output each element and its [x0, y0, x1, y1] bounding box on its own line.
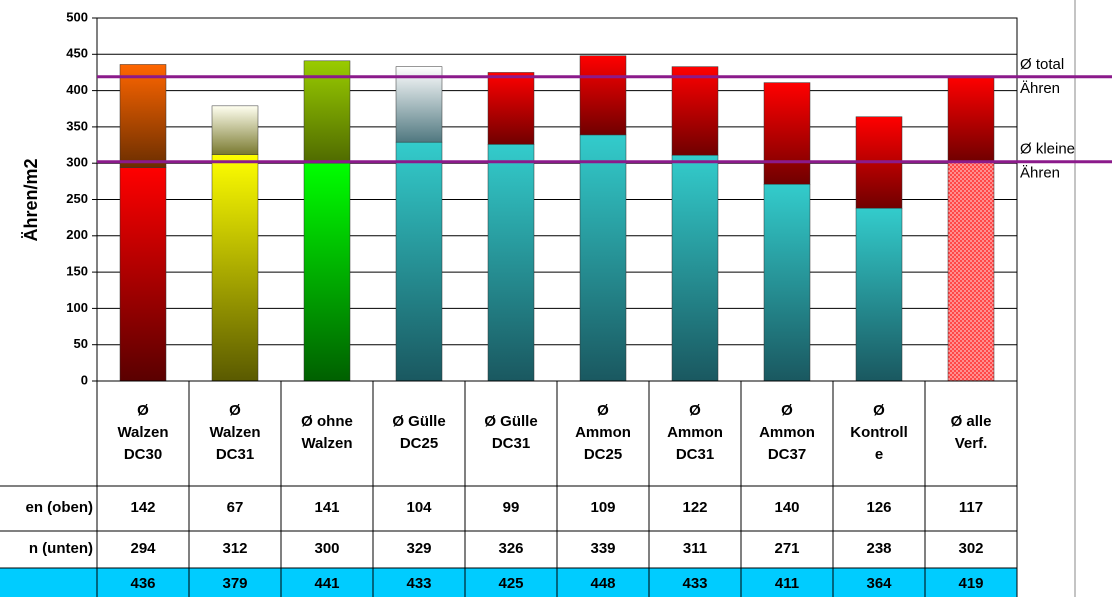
table-value: 312 — [222, 540, 247, 557]
table-value: 104 — [406, 499, 432, 516]
totals-row-background — [0, 568, 1017, 597]
y-tick-label: 350 — [66, 118, 88, 133]
y-tick-label: 100 — [66, 300, 88, 315]
bar-segment — [855, 207, 903, 382]
total-value: 425 — [498, 575, 523, 592]
bar-segment — [579, 55, 627, 136]
total-value: 448 — [590, 575, 615, 592]
bar-segment — [487, 72, 535, 145]
category-label: Ø alle Verf. — [951, 413, 992, 452]
category-label: Ø Gülle DC25 — [392, 413, 445, 452]
bar-segment — [395, 66, 443, 143]
table-value: 141 — [314, 499, 339, 516]
table-value: 122 — [682, 499, 707, 516]
bar-segment — [395, 141, 443, 382]
table-value: 238 — [866, 540, 891, 557]
table-value: 302 — [958, 540, 983, 557]
table-value: 126 — [866, 499, 891, 516]
y-tick-label: 0 — [81, 372, 88, 387]
category-label: Ø Kontroll e — [850, 402, 908, 463]
reference-label: Ø kleine Ähren — [1020, 141, 1075, 182]
category-label: Ø ohne Walzen — [301, 413, 353, 452]
total-value: 411 — [775, 575, 799, 592]
y-tick-label: 50 — [74, 336, 88, 351]
table-value: 140 — [774, 499, 799, 516]
table-value: 311 — [683, 540, 707, 557]
row-label: n (unten) — [29, 540, 93, 557]
bar-segment — [487, 144, 535, 382]
bar-segment — [303, 162, 351, 382]
category-label: Ø Ammon DC25 — [575, 402, 631, 463]
table-value: 142 — [130, 499, 155, 516]
table-value: 329 — [406, 540, 431, 557]
total-value: 433 — [406, 575, 431, 592]
total-value: 419 — [958, 575, 983, 592]
y-tick-label: 150 — [66, 264, 88, 279]
y-tick-label: 300 — [66, 155, 88, 170]
table-value: 339 — [590, 540, 615, 557]
bar-segment — [763, 184, 811, 382]
bar-segment — [763, 82, 811, 185]
category-label: Ø Gülle DC31 — [484, 413, 537, 452]
total-value: 436 — [130, 575, 155, 592]
total-value: 379 — [222, 575, 247, 592]
bar-segment — [947, 76, 995, 162]
category-label: Ø Walzen DC31 — [209, 402, 260, 463]
table-value: 294 — [130, 540, 156, 557]
category-label: Ø Ammon DC37 — [759, 402, 815, 463]
table-value: 67 — [227, 499, 244, 516]
table-value: 300 — [314, 540, 339, 557]
total-value: 364 — [866, 575, 892, 592]
bar-segment — [211, 154, 259, 382]
bar-segment — [671, 66, 719, 156]
reference-label: Ø total Ähren — [1020, 56, 1064, 97]
y-tick-label: 400 — [66, 82, 88, 97]
y-tick-label: 450 — [66, 46, 88, 61]
bar-segment — [671, 154, 719, 382]
bar-segment — [119, 167, 167, 382]
y-tick-label: 500 — [66, 9, 88, 24]
y-tick-label: 250 — [66, 191, 88, 206]
bar-segment — [947, 161, 995, 382]
category-label: Ø Ammon DC31 — [667, 402, 723, 463]
row-label: en (oben) — [26, 499, 94, 516]
table-value: 271 — [774, 540, 799, 557]
table-value: 99 — [503, 499, 520, 516]
bar-segment — [119, 64, 167, 168]
table-value: 117 — [959, 499, 983, 516]
table-value: 109 — [590, 499, 615, 516]
y-tick-label: 200 — [66, 227, 88, 242]
total-value: 433 — [682, 575, 707, 592]
bar-segment — [579, 134, 627, 382]
total-value: 441 — [314, 575, 339, 592]
table-value: 326 — [498, 540, 523, 557]
y-axis-label: Ähren/m2 — [21, 158, 41, 241]
bar-segment — [211, 105, 259, 155]
category-label: Ø Walzen DC30 — [117, 402, 168, 463]
